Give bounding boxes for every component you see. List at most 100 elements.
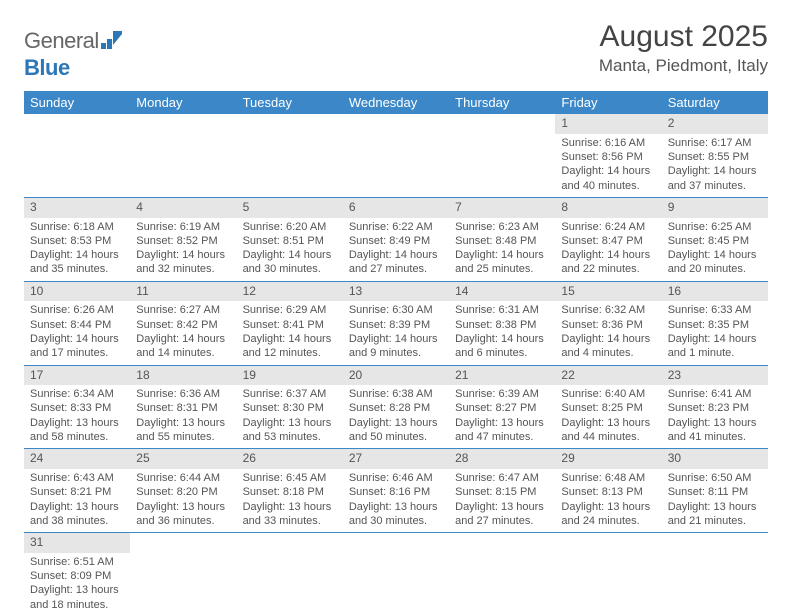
sunrise-text: Sunrise: 6:24 AM: [561, 220, 655, 234]
weekday-header: Saturday: [662, 91, 768, 114]
sunrise-text: Sunrise: 6:48 AM: [561, 471, 655, 485]
sunrise-text: Sunrise: 6:41 AM: [668, 387, 762, 401]
sunset-text: Sunset: 8:30 PM: [243, 401, 337, 415]
day-content: Sunrise: 6:40 AMSunset: 8:25 PMDaylight:…: [555, 385, 661, 448]
sunset-text: Sunset: 8:23 PM: [668, 401, 762, 415]
calendar-cell: 25Sunrise: 6:44 AMSunset: 8:20 PMDayligh…: [130, 449, 236, 533]
calendar-cell: 27Sunrise: 6:46 AMSunset: 8:16 PMDayligh…: [343, 449, 449, 533]
logo-text: GeneralBlue: [24, 28, 125, 81]
calendar-cell: 31Sunrise: 6:51 AMSunset: 8:09 PMDayligh…: [24, 533, 130, 616]
sunrise-text: Sunrise: 6:46 AM: [349, 471, 443, 485]
sunrise-text: Sunrise: 6:44 AM: [136, 471, 230, 485]
day-content: Sunrise: 6:37 AMSunset: 8:30 PMDaylight:…: [237, 385, 343, 448]
calendar-cell: 22Sunrise: 6:40 AMSunset: 8:25 PMDayligh…: [555, 365, 661, 449]
day-number: 7: [449, 198, 555, 218]
sunrise-text: Sunrise: 6:27 AM: [136, 303, 230, 317]
calendar-cell: 8Sunrise: 6:24 AMSunset: 8:47 PMDaylight…: [555, 197, 661, 281]
day-number: 28: [449, 449, 555, 469]
sunrise-text: Sunrise: 6:43 AM: [30, 471, 124, 485]
daylight-text: Daylight: 13 hours and 27 minutes.: [455, 500, 549, 529]
daylight-text: Daylight: 14 hours and 4 minutes.: [561, 332, 655, 361]
day-content: Sunrise: 6:20 AMSunset: 8:51 PMDaylight:…: [237, 218, 343, 281]
sunrise-text: Sunrise: 6:32 AM: [561, 303, 655, 317]
sunrise-text: Sunrise: 6:40 AM: [561, 387, 655, 401]
daylight-text: Daylight: 14 hours and 20 minutes.: [668, 248, 762, 277]
daylight-text: Daylight: 13 hours and 30 minutes.: [349, 500, 443, 529]
day-content: Sunrise: 6:22 AMSunset: 8:49 PMDaylight:…: [343, 218, 449, 281]
daylight-text: Daylight: 13 hours and 50 minutes.: [349, 416, 443, 445]
daylight-text: Daylight: 13 hours and 41 minutes.: [668, 416, 762, 445]
calendar-row: 24Sunrise: 6:43 AMSunset: 8:21 PMDayligh…: [24, 449, 768, 533]
sunset-text: Sunset: 8:42 PM: [136, 318, 230, 332]
sunrise-text: Sunrise: 6:37 AM: [243, 387, 337, 401]
weekday-header: Sunday: [24, 91, 130, 114]
weekday-header: Wednesday: [343, 91, 449, 114]
daylight-text: Daylight: 13 hours and 55 minutes.: [136, 416, 230, 445]
daylight-text: Daylight: 14 hours and 1 minute.: [668, 332, 762, 361]
sunset-text: Sunset: 8:41 PM: [243, 318, 337, 332]
day-number: 31: [24, 533, 130, 553]
day-content: Sunrise: 6:19 AMSunset: 8:52 PMDaylight:…: [130, 218, 236, 281]
sunrise-text: Sunrise: 6:39 AM: [455, 387, 549, 401]
day-content: Sunrise: 6:39 AMSunset: 8:27 PMDaylight:…: [449, 385, 555, 448]
day-number: 18: [130, 366, 236, 386]
calendar-row: 1Sunrise: 6:16 AMSunset: 8:56 PMDaylight…: [24, 114, 768, 197]
calendar-cell: 12Sunrise: 6:29 AMSunset: 8:41 PMDayligh…: [237, 281, 343, 365]
calendar-cell: 9Sunrise: 6:25 AMSunset: 8:45 PMDaylight…: [662, 197, 768, 281]
day-content: Sunrise: 6:45 AMSunset: 8:18 PMDaylight:…: [237, 469, 343, 532]
calendar-cell: 6Sunrise: 6:22 AMSunset: 8:49 PMDaylight…: [343, 197, 449, 281]
daylight-text: Daylight: 14 hours and 6 minutes.: [455, 332, 549, 361]
title-block: August 2025 Manta, Piedmont, Italy: [599, 20, 768, 76]
daylight-text: Daylight: 13 hours and 53 minutes.: [243, 416, 337, 445]
sunrise-text: Sunrise: 6:18 AM: [30, 220, 124, 234]
chart-icon: [101, 29, 123, 55]
sunrise-text: Sunrise: 6:50 AM: [668, 471, 762, 485]
calendar-cell: 4Sunrise: 6:19 AMSunset: 8:52 PMDaylight…: [130, 197, 236, 281]
calendar-cell: [130, 533, 236, 616]
weekday-header: Tuesday: [237, 91, 343, 114]
sunset-text: Sunset: 8:16 PM: [349, 485, 443, 499]
daylight-text: Daylight: 14 hours and 12 minutes.: [243, 332, 337, 361]
calendar-cell: [237, 114, 343, 197]
sunset-text: Sunset: 8:20 PM: [136, 485, 230, 499]
day-number: 24: [24, 449, 130, 469]
sunset-text: Sunset: 8:13 PM: [561, 485, 655, 499]
calendar-cell: 24Sunrise: 6:43 AMSunset: 8:21 PMDayligh…: [24, 449, 130, 533]
sunrise-text: Sunrise: 6:23 AM: [455, 220, 549, 234]
sunset-text: Sunset: 8:56 PM: [561, 150, 655, 164]
day-number: 29: [555, 449, 661, 469]
daylight-text: Daylight: 14 hours and 32 minutes.: [136, 248, 230, 277]
sunset-text: Sunset: 8:33 PM: [30, 401, 124, 415]
calendar-cell: 3Sunrise: 6:18 AMSunset: 8:53 PMDaylight…: [24, 197, 130, 281]
day-content: Sunrise: 6:25 AMSunset: 8:45 PMDaylight:…: [662, 218, 768, 281]
calendar-cell: 2Sunrise: 6:17 AMSunset: 8:55 PMDaylight…: [662, 114, 768, 197]
sunset-text: Sunset: 8:52 PM: [136, 234, 230, 248]
calendar-cell: 23Sunrise: 6:41 AMSunset: 8:23 PMDayligh…: [662, 365, 768, 449]
day-content: Sunrise: 6:24 AMSunset: 8:47 PMDaylight:…: [555, 218, 661, 281]
calendar-cell: [555, 533, 661, 616]
day-number: 10: [24, 282, 130, 302]
calendar-cell: 30Sunrise: 6:50 AMSunset: 8:11 PMDayligh…: [662, 449, 768, 533]
sunset-text: Sunset: 8:11 PM: [668, 485, 762, 499]
sunset-text: Sunset: 8:49 PM: [349, 234, 443, 248]
day-number: 13: [343, 282, 449, 302]
daylight-text: Daylight: 13 hours and 18 minutes.: [30, 583, 124, 612]
day-content: Sunrise: 6:32 AMSunset: 8:36 PMDaylight:…: [555, 301, 661, 364]
day-number: 2: [662, 114, 768, 134]
calendar-cell: 16Sunrise: 6:33 AMSunset: 8:35 PMDayligh…: [662, 281, 768, 365]
day-content: Sunrise: 6:26 AMSunset: 8:44 PMDaylight:…: [24, 301, 130, 364]
calendar-cell: [343, 533, 449, 616]
day-content: Sunrise: 6:27 AMSunset: 8:42 PMDaylight:…: [130, 301, 236, 364]
day-number: 21: [449, 366, 555, 386]
sunrise-text: Sunrise: 6:38 AM: [349, 387, 443, 401]
daylight-text: Daylight: 14 hours and 22 minutes.: [561, 248, 655, 277]
day-number: 11: [130, 282, 236, 302]
day-number: 5: [237, 198, 343, 218]
day-number: 3: [24, 198, 130, 218]
calendar-row: 10Sunrise: 6:26 AMSunset: 8:44 PMDayligh…: [24, 281, 768, 365]
sunrise-text: Sunrise: 6:17 AM: [668, 136, 762, 150]
calendar-row: 3Sunrise: 6:18 AMSunset: 8:53 PMDaylight…: [24, 197, 768, 281]
sunrise-text: Sunrise: 6:22 AM: [349, 220, 443, 234]
sunset-text: Sunset: 8:28 PM: [349, 401, 443, 415]
calendar-cell: 20Sunrise: 6:38 AMSunset: 8:28 PMDayligh…: [343, 365, 449, 449]
